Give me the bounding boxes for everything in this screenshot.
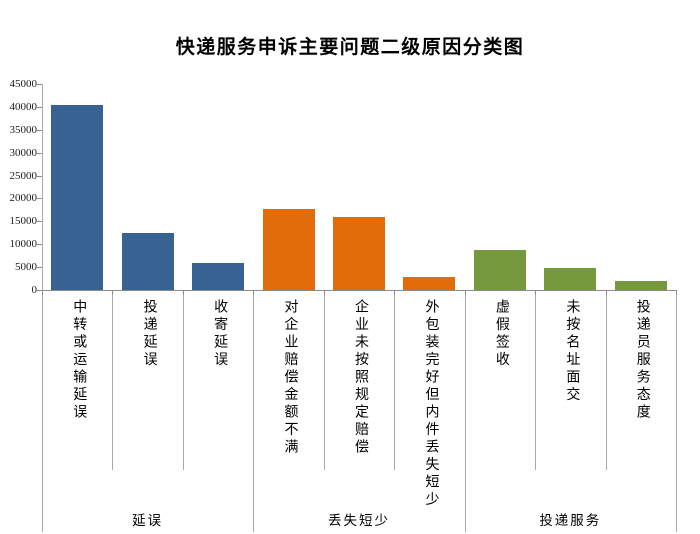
category-separator	[182, 295, 184, 470]
bar-5	[333, 217, 385, 290]
group-separator	[253, 295, 255, 532]
bar-8	[544, 267, 597, 290]
y-tick-label: 0	[31, 284, 38, 296]
group-separator	[464, 295, 466, 532]
x-axis-tick	[323, 290, 325, 295]
category-separator	[112, 295, 114, 470]
x-axis-tick	[112, 290, 114, 295]
category-label: 投递延误	[141, 299, 157, 369]
x-axis-tick	[42, 290, 43, 295]
y-axis-tick	[37, 198, 42, 200]
x-axis-tick	[394, 290, 396, 295]
y-axis-tick	[37, 221, 42, 223]
x-axis-tick	[535, 290, 537, 295]
y-axis-tick	[37, 175, 42, 177]
x-axis-tick	[605, 290, 607, 295]
y-tick-label: 5000	[15, 261, 37, 274]
bar-1	[51, 105, 104, 290]
y-axis-tick	[37, 244, 42, 246]
category-separator	[605, 295, 607, 470]
bar-3	[192, 262, 245, 290]
y-axis-tick	[37, 129, 42, 131]
bar-7	[473, 249, 526, 290]
y-axis-tick	[37, 290, 42, 291]
category-separator	[394, 295, 396, 470]
y-tick-label: 30000	[9, 146, 38, 159]
category-label: 投递员服务态度	[634, 299, 650, 422]
x-axis-tick	[676, 290, 677, 295]
category-separator	[535, 295, 537, 470]
category-separator	[323, 295, 325, 470]
bar-2	[121, 232, 174, 290]
group-label: 丢失短少	[327, 513, 390, 528]
category-label: 虚假签收	[493, 299, 509, 369]
y-tick-label: 15000	[9, 215, 38, 228]
x-axis-tick	[253, 290, 255, 295]
group-label: 延误	[132, 513, 164, 528]
category-label: 中转或运输延误	[71, 299, 87, 422]
y-axis-line	[42, 84, 43, 290]
y-tick-label: 25000	[9, 169, 38, 182]
y-axis-tick	[37, 84, 42, 85]
group-separator	[676, 295, 677, 532]
category-label: 未按名址面交	[564, 299, 580, 404]
x-axis-tick	[464, 290, 466, 295]
category-label: 企业未按照规定赔偿	[353, 299, 368, 457]
category-label: 收寄延误	[212, 299, 228, 369]
bar-6	[403, 276, 456, 290]
y-tick-label: 20000	[9, 192, 38, 205]
y-tick-label: 35000	[9, 123, 38, 136]
y-axis-tick	[37, 106, 42, 108]
group-label: 投递服务	[539, 513, 602, 528]
y-axis-tick	[37, 267, 42, 269]
y-tick-label: 45000	[9, 78, 38, 90]
category-label: 外包装完好但内件丢失短少	[423, 299, 439, 509]
bar-9	[614, 281, 667, 290]
category-label: 对企业赔偿金额不满	[282, 299, 298, 457]
chart-title: 快递服务申诉主要问题二级原因分类图	[175, 37, 525, 58]
x-axis-tick	[182, 290, 184, 295]
bar-4	[262, 209, 315, 290]
group-separator	[42, 295, 43, 532]
y-axis-tick	[37, 152, 42, 154]
y-tick-label: 40000	[9, 100, 38, 113]
x-axis-line	[42, 290, 676, 291]
y-tick-label: 10000	[9, 238, 38, 251]
